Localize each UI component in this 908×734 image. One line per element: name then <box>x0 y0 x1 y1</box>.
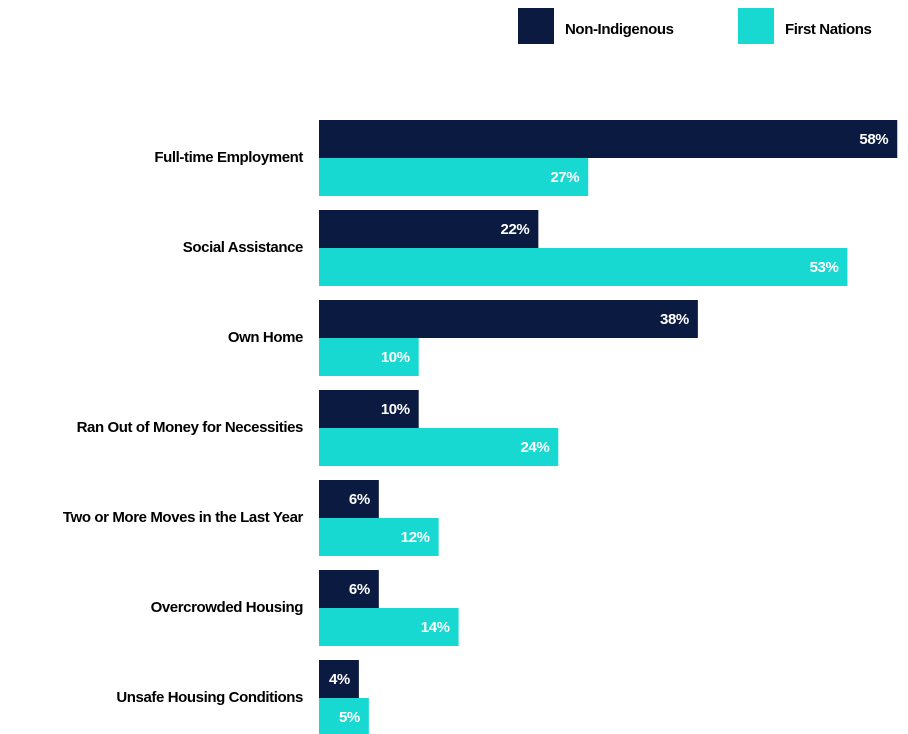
category-label: Overcrowded Housing <box>151 599 304 616</box>
bar <box>319 570 379 608</box>
value-label: 24% <box>520 439 549 456</box>
bar <box>319 158 589 196</box>
bar <box>319 210 539 248</box>
value-label: 5% <box>339 709 360 726</box>
value-label: 22% <box>501 221 530 238</box>
value-label: 58% <box>859 131 888 148</box>
value-label: 14% <box>421 619 450 636</box>
legend-label: First Nations <box>785 21 872 38</box>
bar <box>319 120 898 158</box>
bar <box>319 300 698 338</box>
bar <box>319 660 359 698</box>
value-label: 12% <box>401 529 430 546</box>
bar <box>319 390 419 428</box>
bar <box>319 428 559 466</box>
legend-swatch <box>738 8 774 44</box>
category-label: Social Assistance <box>183 239 303 256</box>
legend-swatch <box>518 8 554 44</box>
value-label: 4% <box>329 671 350 688</box>
value-label: 27% <box>550 169 579 186</box>
bar <box>319 608 459 646</box>
category-label: Own Home <box>228 329 303 346</box>
value-label: 10% <box>381 401 410 418</box>
bar <box>319 480 379 518</box>
value-label: 6% <box>349 491 370 508</box>
category-label: Full-time Employment <box>154 149 303 166</box>
value-label: 10% <box>381 349 410 366</box>
value-label: 38% <box>660 311 689 328</box>
bar <box>319 518 439 556</box>
category-label: Unsafe Housing Conditions <box>116 689 303 706</box>
category-label: Two or More Moves in the Last Year <box>63 509 304 526</box>
value-label: 6% <box>349 581 370 598</box>
legend-label: Non-Indigenous <box>565 21 674 38</box>
bar <box>319 248 848 286</box>
bar <box>319 338 419 376</box>
value-label: 53% <box>810 259 839 276</box>
bar <box>319 698 369 734</box>
category-label: Ran Out of Money for Necessities <box>77 419 303 436</box>
